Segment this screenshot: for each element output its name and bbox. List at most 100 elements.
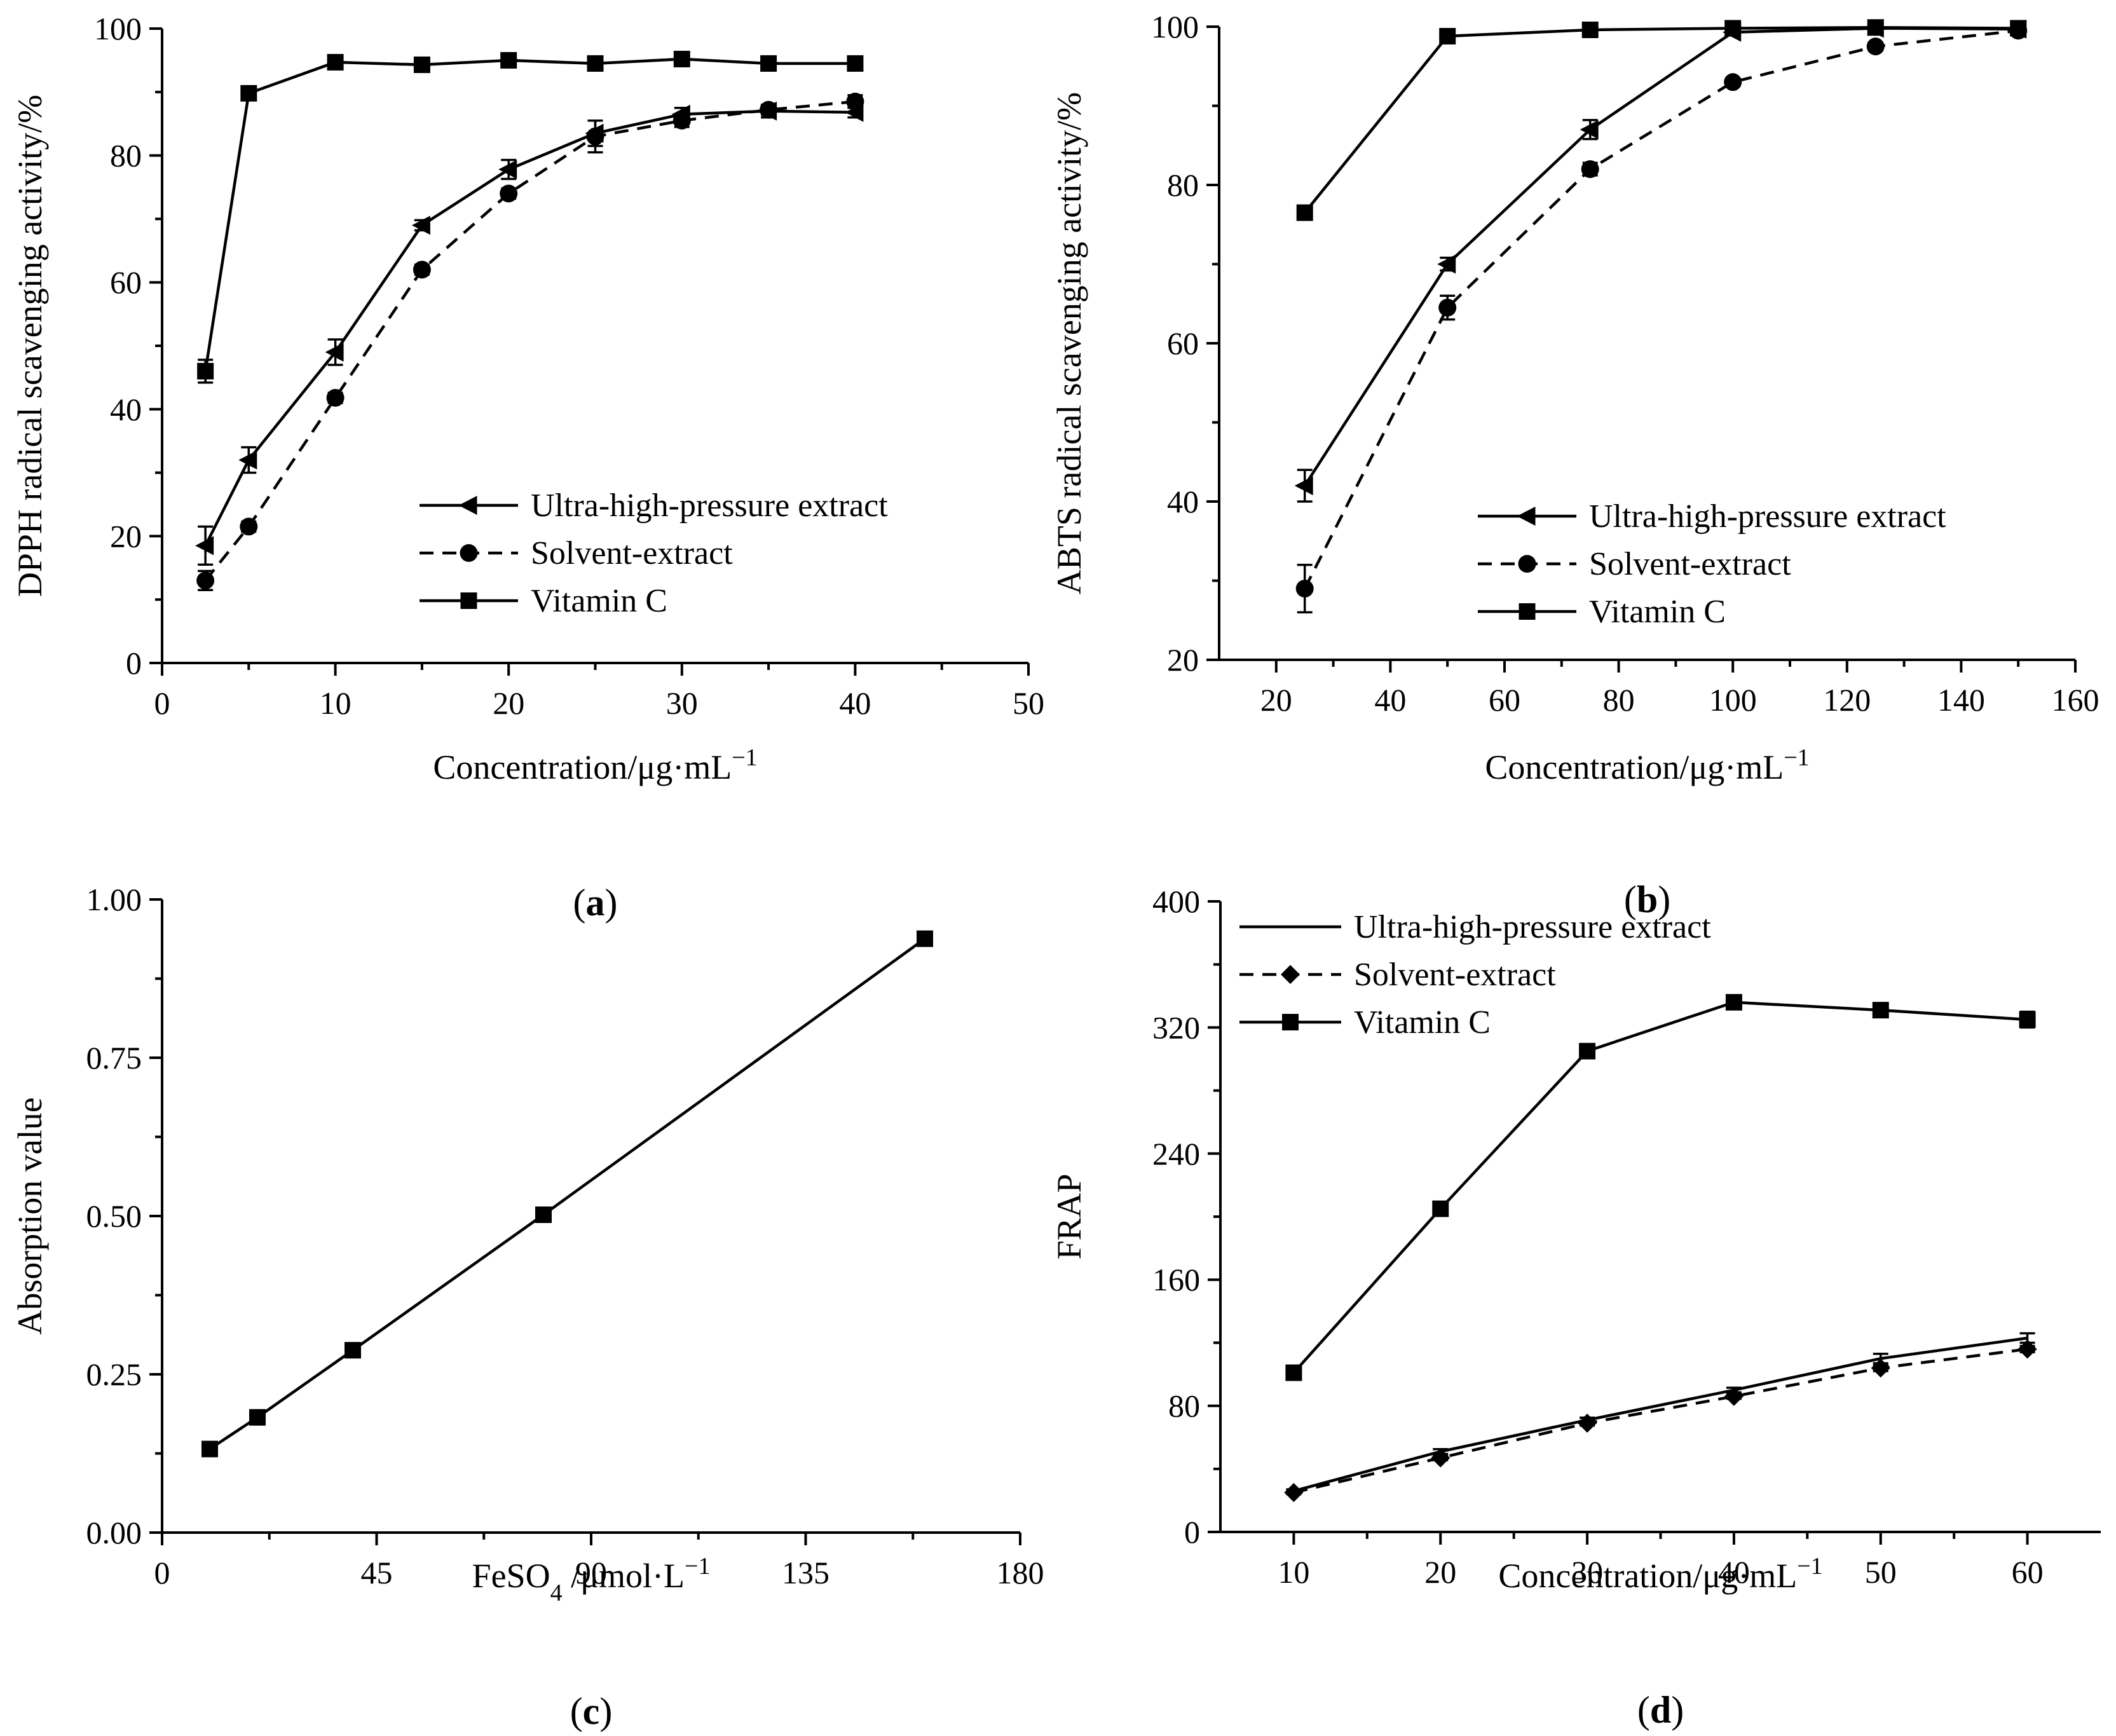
data-point bbox=[197, 362, 214, 379]
y-tick-label: 80 bbox=[1167, 167, 1199, 203]
data-point bbox=[500, 184, 518, 203]
panel-label-paren: ( bbox=[570, 1690, 583, 1732]
data-point bbox=[760, 55, 777, 72]
x-tick-label: 50 bbox=[1865, 1554, 1897, 1590]
panel-label-letter: d bbox=[1650, 1689, 1671, 1731]
data-point bbox=[1724, 1386, 1744, 1406]
data-point bbox=[846, 92, 864, 111]
panel-label-paren: ( bbox=[1637, 1689, 1650, 1731]
x-tick-label: 140 bbox=[1937, 682, 1985, 718]
legend-marker bbox=[1518, 555, 1536, 573]
y-axis-title: Absorption value bbox=[11, 1097, 49, 1334]
x-axis-title-sup: −1 bbox=[685, 1553, 710, 1580]
y-tick-label: 60 bbox=[1167, 325, 1199, 361]
x-tick-label: 120 bbox=[1823, 682, 1871, 718]
y-tick-label: 160 bbox=[1152, 1262, 1200, 1297]
y-tick-label: 100 bbox=[94, 11, 142, 46]
x-axis-title-sup: −1 bbox=[1784, 744, 1809, 771]
series-1 bbox=[1284, 1339, 2037, 1502]
panel-label-letter: b bbox=[1637, 878, 1658, 920]
data-point bbox=[760, 100, 778, 119]
data-point bbox=[1872, 1002, 1889, 1019]
legend-marker bbox=[460, 592, 477, 609]
panel-label-paren: ) bbox=[605, 882, 618, 924]
data-point bbox=[1439, 27, 1456, 44]
x-axis-title: Concentration/μg·mL−1 bbox=[1485, 744, 1809, 786]
legend-label: Ultra-high-pressure extract bbox=[531, 488, 888, 524]
x-axis-title: FeSO4 /μmol·L−1 bbox=[472, 1553, 711, 1606]
chart-panel-a: 0 10 20 30 40 50 0 20 40 60 80 100 Concentration/μg·… bbox=[11, 11, 1044, 924]
data-point bbox=[1581, 160, 1599, 179]
x-tick-label: 50 bbox=[1013, 685, 1044, 721]
x-tick-label: 80 bbox=[1603, 682, 1635, 718]
legend-marker bbox=[460, 544, 478, 562]
x-tick-label: 30 bbox=[1571, 1554, 1603, 1590]
data-point bbox=[1867, 19, 1884, 36]
legend-marker bbox=[1517, 507, 1536, 526]
y-axis-title: DPPH radical scavenging activity/% bbox=[11, 95, 49, 597]
data-point bbox=[1284, 1483, 1304, 1502]
panel-label: (b) bbox=[1624, 878, 1670, 920]
data-point bbox=[2019, 1011, 2036, 1028]
x-tick-label: 0 bbox=[154, 685, 170, 721]
x-tick-label: 40 bbox=[1718, 1554, 1750, 1590]
y-tick-label: 0.00 bbox=[86, 1515, 142, 1550]
data-point bbox=[201, 1440, 218, 1458]
x-axis-title-sub: 4 bbox=[550, 1580, 563, 1606]
x-tick-label: 0 bbox=[154, 1555, 170, 1590]
data-point bbox=[586, 127, 604, 146]
data-point bbox=[1580, 120, 1599, 139]
chart-panel-b: 20 40 60 80 100 120 140 160 20 40 60 80 100 Concentra… bbox=[1050, 9, 2099, 920]
data-point bbox=[249, 1409, 266, 1426]
data-point bbox=[1579, 1042, 1596, 1060]
series-0 bbox=[1286, 1332, 2035, 1494]
x-axis-title-text: Concentration/μg·mL bbox=[433, 748, 732, 786]
x-tick-label: 30 bbox=[666, 685, 698, 721]
data-point bbox=[240, 85, 257, 102]
legend-label: Solvent-extract bbox=[1589, 546, 1791, 582]
y-tick-label: 100 bbox=[1151, 9, 1199, 44]
y-tick-label: 40 bbox=[1167, 484, 1199, 519]
legend-label: Vitamin C bbox=[531, 583, 667, 619]
panel-label-paren: ) bbox=[1671, 1689, 1684, 1731]
data-point bbox=[196, 571, 215, 590]
data-point bbox=[1285, 1364, 1302, 1381]
series-line bbox=[1303, 25, 2019, 214]
legend-label: Ultra-high-pressure extract bbox=[1354, 909, 1711, 945]
legend-label: Solvent-extract bbox=[1354, 957, 1556, 993]
panel-label-paren: ( bbox=[1624, 878, 1637, 920]
x-tick-label: 60 bbox=[1489, 682, 1520, 718]
data-point bbox=[847, 55, 864, 72]
data-point bbox=[1866, 38, 1885, 56]
x-axis-title-rest: /μmol·L bbox=[563, 1557, 685, 1595]
data-point bbox=[1724, 73, 1742, 92]
data-point bbox=[1871, 1358, 1890, 1378]
x-axis-title: Concentration/μg·mL−1 bbox=[433, 744, 757, 786]
x-tick-label: 20 bbox=[493, 685, 524, 721]
data-point bbox=[240, 517, 258, 536]
data-point bbox=[1724, 20, 1742, 37]
x-tick-label: 60 bbox=[2012, 1554, 2044, 1590]
panel-label-paren: ( bbox=[573, 882, 586, 924]
y-tick-label: 0 bbox=[1184, 1514, 1200, 1550]
legend: Ultra-high-pressure extract Solvent-extra… bbox=[420, 488, 888, 619]
x-axis-title-text: FeSO bbox=[472, 1557, 550, 1595]
data-point bbox=[1437, 254, 1456, 274]
x-axis-title: Concentration/μg·mL−1 bbox=[1498, 1553, 1822, 1595]
series-line bbox=[1293, 1348, 2028, 1494]
x-axis-title-text: Concentration/μg·mL bbox=[1498, 1557, 1797, 1595]
legend: Ultra-high-pressure extract Solvent-extra… bbox=[1239, 909, 1711, 1041]
data-point bbox=[535, 1206, 552, 1224]
series-2 bbox=[1285, 994, 2036, 1381]
series-2 bbox=[197, 50, 864, 384]
x-tick-label: 10 bbox=[1278, 1554, 1309, 1590]
series-line bbox=[1293, 1336, 2028, 1493]
series-2 bbox=[1296, 19, 2027, 221]
y-tick-label: 0.75 bbox=[86, 1040, 142, 1076]
y-tick-label: 80 bbox=[110, 138, 142, 174]
data-point bbox=[2010, 20, 2027, 37]
x-tick-label: 40 bbox=[1374, 682, 1406, 718]
y-axis-title: ABTS radical scavenging activity/% bbox=[1050, 92, 1088, 594]
y-tick-label: 0.50 bbox=[86, 1198, 142, 1234]
